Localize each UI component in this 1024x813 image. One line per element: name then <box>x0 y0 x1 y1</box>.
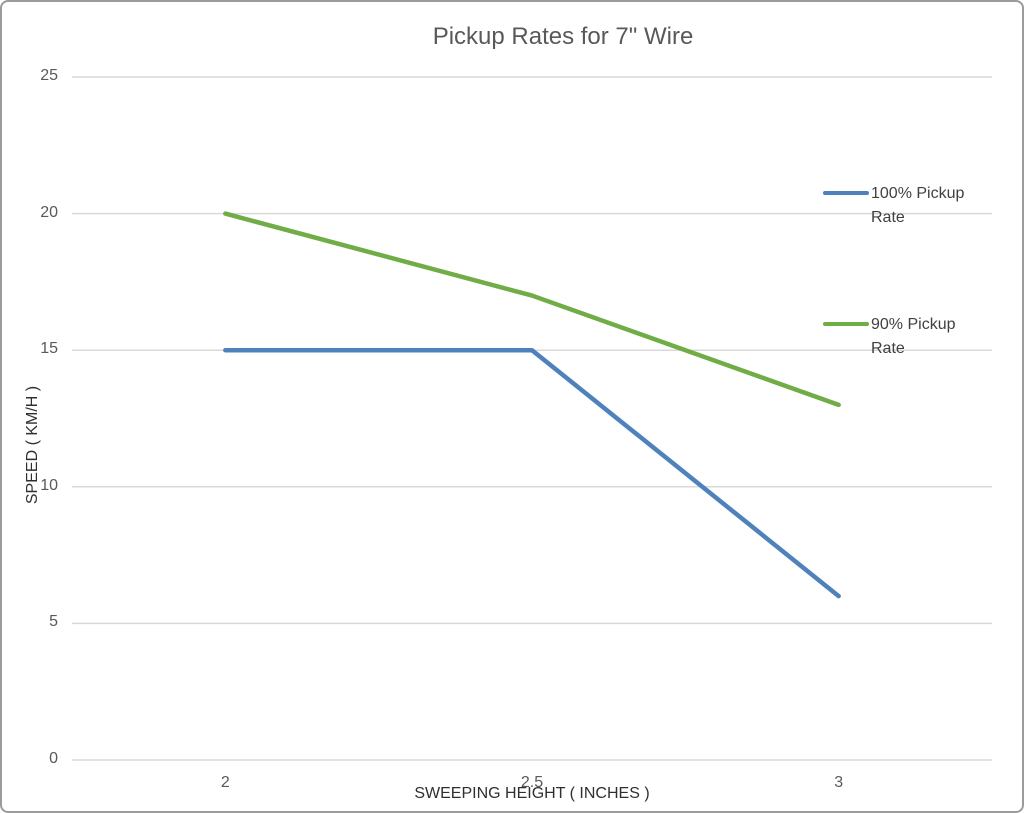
legend-label: 90% Pickup Rate <box>871 316 956 357</box>
x-tick-label: 2.5 <box>520 774 544 791</box>
y-tick-label: 10 <box>40 476 58 494</box>
y-axis-title: SPEED ( KM/H ) <box>24 385 41 505</box>
series-line-100-pickup-rate <box>223 347 841 599</box>
series-line-90-pickup-rate <box>223 211 841 408</box>
y-tick-label: 0 <box>49 750 58 767</box>
legend-item: 100% Pickup Rate <box>823 182 975 230</box>
x-tick-label: 3 <box>834 774 844 791</box>
x-tick-label: 2 <box>220 774 230 791</box>
legend-line-90-pickup-icon <box>823 322 869 326</box>
x-axis-title: SWEEPING HEIGHT ( INCHES ) <box>414 785 650 802</box>
legend-label: 100% Pickup Rate <box>871 185 965 226</box>
chart-title: Pickup Rates for 7" Wire <box>432 23 694 50</box>
y-tick-label: 25 <box>40 67 58 84</box>
legend-line-100-pickup-icon <box>823 191 869 195</box>
legend-item: 90% Pickup Rate <box>823 313 975 361</box>
y-tick-label: 15 <box>40 340 58 358</box>
y-tick-label: 5 <box>49 613 58 631</box>
y-tick-label: 20 <box>40 203 58 221</box>
